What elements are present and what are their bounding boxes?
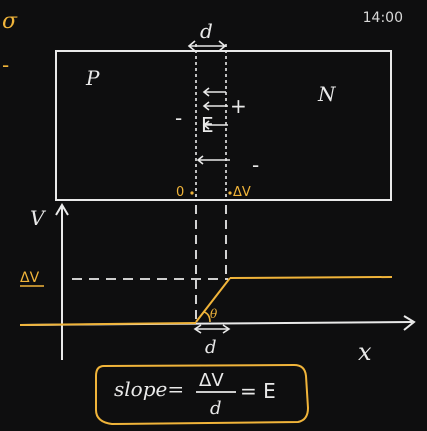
potential-low-level (19, 322, 197, 326)
field-label: E (201, 113, 214, 137)
minus-sign-right: - (252, 153, 259, 177)
right-sign: + (230, 94, 247, 118)
formula-numerator: ΔV (199, 370, 224, 391)
base-arrow-left-head (193, 324, 202, 334)
formula-denominator: d (210, 398, 222, 419)
width-label: d (200, 19, 213, 43)
zero-dot (190, 191, 194, 195)
base-label: d (205, 337, 217, 358)
zero-potential-label: 0 (176, 185, 184, 200)
width-arrow-left-head (187, 40, 196, 52)
angle-label: θ (210, 307, 218, 321)
dv-dot (228, 191, 232, 195)
base-arrow-right-head (222, 324, 231, 334)
formula-rhs: = E (240, 379, 276, 403)
p-region-label: P (85, 66, 100, 90)
level-label: ΔV (20, 270, 40, 286)
margin-mark-top: σ (2, 9, 18, 34)
formula-lhs: slope= (114, 377, 184, 401)
potential-ramp (195, 277, 231, 323)
junction-box (55, 50, 392, 201)
x-axis-label: x (358, 338, 372, 366)
y-axis-arrowhead (55, 203, 69, 216)
dv-potential-label: ΔV (233, 185, 251, 200)
width-arrow-right-head (218, 40, 227, 52)
angle-arc (203, 311, 211, 323)
y-axis-label: V (30, 206, 47, 230)
potential-high-level (229, 276, 393, 279)
left-sign: - (175, 106, 182, 130)
field-arrows (196, 87, 230, 165)
formula-box (95, 363, 310, 426)
x-axis-arrowhead (403, 315, 416, 331)
n-region-label: N (317, 82, 337, 106)
margin-mark-dash: - (2, 53, 9, 77)
clock-time: 14:00 (362, 10, 403, 26)
